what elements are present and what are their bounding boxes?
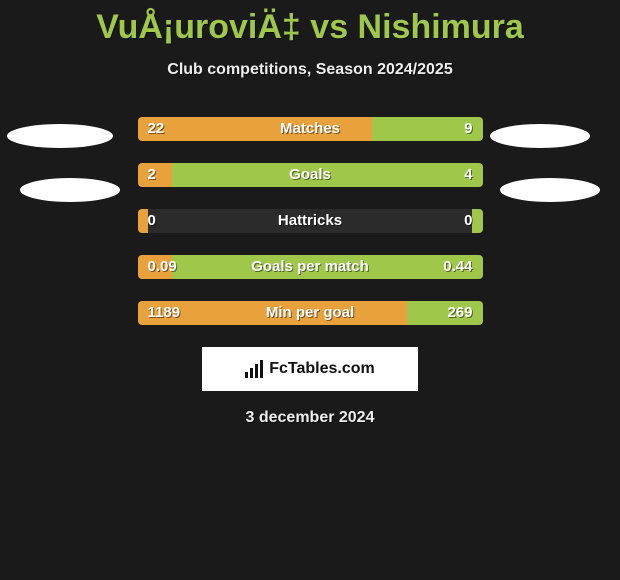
stat-label: Min per goal xyxy=(138,301,483,325)
stat-label: Hattricks xyxy=(138,209,483,233)
value-right: 0.44 xyxy=(443,255,472,279)
brand-logo-icon xyxy=(245,360,263,378)
avatar-ellipse xyxy=(20,178,120,202)
stat-row: 0.09Goals per match0.44 xyxy=(138,255,483,279)
avatar-ellipse xyxy=(490,124,590,148)
date-text: 3 december 2024 xyxy=(0,409,620,427)
stats-container: 22Matches9 2Goals4 0Hattricks0 0.09Goals pe… xyxy=(138,117,483,325)
brand-text: FcTables.com xyxy=(269,360,375,378)
stat-row: 2Goals4 xyxy=(138,163,483,187)
value-right: 4 xyxy=(464,163,472,187)
value-right: 0 xyxy=(464,209,472,233)
value-right: 269 xyxy=(447,301,472,325)
subtitle: Club competitions, Season 2024/2025 xyxy=(0,61,620,79)
value-right: 9 xyxy=(464,117,472,141)
stat-row: 1189Min per goal269 xyxy=(138,301,483,325)
brand-box[interactable]: FcTables.com xyxy=(202,347,418,391)
avatar-ellipse xyxy=(500,178,600,202)
stat-row: 22Matches9 xyxy=(138,117,483,141)
stat-label: Goals per match xyxy=(138,255,483,279)
stat-label: Matches xyxy=(138,117,483,141)
stat-row: 0Hattricks0 xyxy=(138,209,483,233)
page-title: VuÅ¡uroviÄ‡ vs Nishimura xyxy=(0,0,620,47)
stat-label: Goals xyxy=(138,163,483,187)
avatar-ellipse xyxy=(7,124,113,148)
